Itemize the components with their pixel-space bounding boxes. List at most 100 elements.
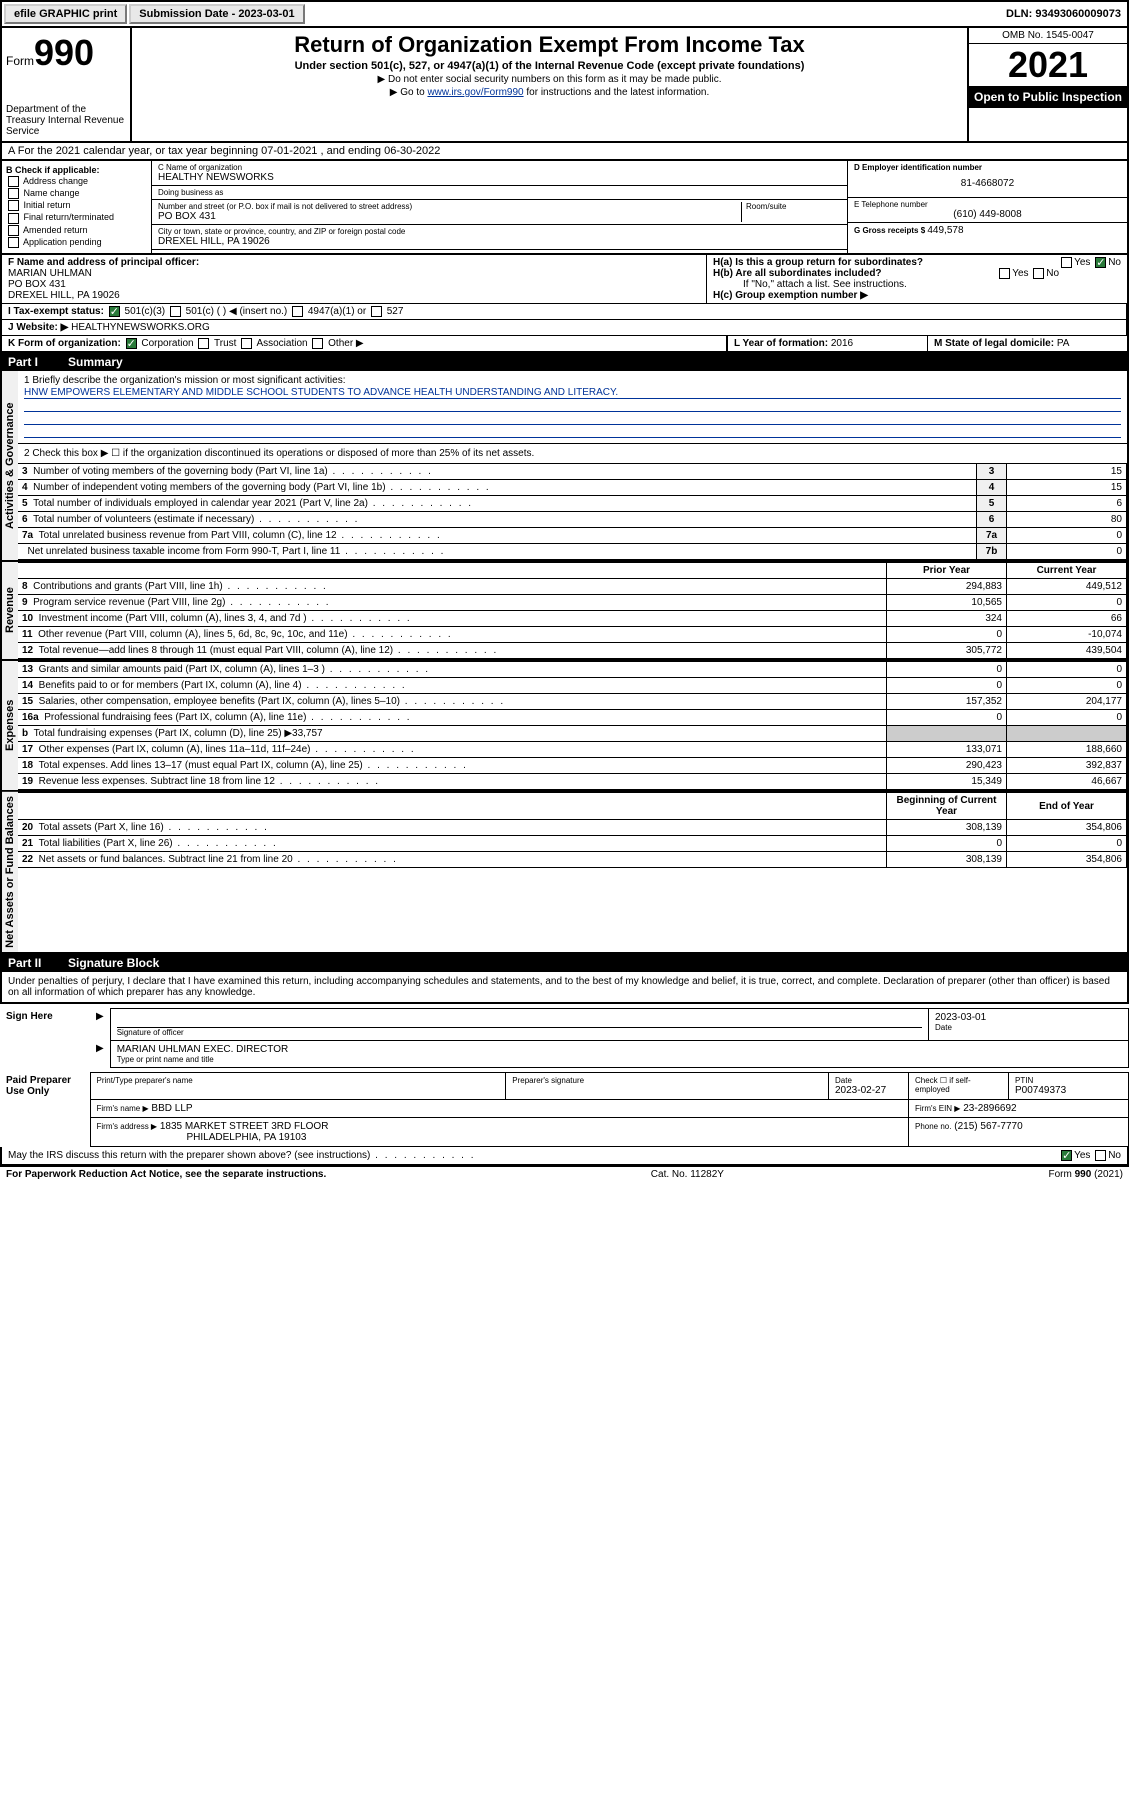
- may-irs-row: May the IRS discuss this return with the…: [0, 1147, 1129, 1166]
- firm-addr: 1835 MARKET STREET 3RD FLOOR: [160, 1121, 329, 1132]
- form-org-row: K Form of organization: Corporation Trus…: [2, 336, 727, 351]
- form-word: Form: [6, 54, 34, 68]
- footer: For Paperwork Reduction Act Notice, see …: [0, 1166, 1129, 1182]
- tax-year: 2021: [969, 44, 1127, 86]
- cb-corp[interactable]: [126, 338, 137, 349]
- paid-preparer-label: Paid Preparer Use Only: [0, 1072, 90, 1146]
- mission-text: HNW EMPOWERS ELEMENTARY AND MIDDLE SCHOO…: [24, 387, 1121, 399]
- col-b-checkboxes: B Check if applicable: Address change Na…: [2, 161, 152, 253]
- form-number: Form990: [6, 32, 126, 74]
- vlabel-expenses: Expenses: [2, 661, 18, 790]
- sig-officer-label: Signature of officer: [117, 1028, 922, 1037]
- sign-here-table: Sign Here ▶ Signature of officer 2023-03…: [0, 1008, 1129, 1068]
- officer-name: MARIAN UHLMAN: [8, 268, 700, 279]
- net-assets-table: Beginning of Current YearEnd of Year 20 …: [18, 792, 1127, 868]
- cb-assoc[interactable]: [241, 338, 252, 349]
- addr-value: PO BOX 431: [158, 211, 741, 222]
- cb-4947[interactable]: [292, 306, 303, 317]
- submission-date: Submission Date - 2023-03-01: [129, 4, 304, 24]
- addr-label: Number and street (or P.O. box if mail i…: [158, 202, 741, 211]
- cb-irs-no[interactable]: [1095, 1150, 1106, 1161]
- gross-label: G Gross receipts $: [854, 226, 927, 235]
- inst-link: ▶ Go to www.irs.gov/Form990 for instruct…: [136, 87, 963, 98]
- top-bar: efile GRAPHIC print Submission Date - 20…: [0, 0, 1129, 28]
- governance-table: 3 Number of voting members of the govern…: [18, 463, 1127, 560]
- room-label: Room/suite: [746, 202, 841, 211]
- firm-phone: (215) 567-7770: [954, 1121, 1022, 1132]
- efile-print-button[interactable]: efile GRAPHIC print: [4, 4, 127, 24]
- city-label: City or town, state or province, country…: [158, 227, 841, 236]
- footer-right: Form 990 (2021): [1049, 1169, 1123, 1180]
- form-990-num: 990: [34, 32, 94, 73]
- cb-amended[interactable]: Amended return: [6, 225, 147, 236]
- tel-value: (610) 449-8008: [854, 209, 1121, 220]
- sig-date: 2023-03-01: [935, 1012, 1122, 1023]
- cb-trust[interactable]: [198, 338, 209, 349]
- cb-app-pending[interactable]: Application pending: [6, 237, 147, 248]
- cb-final-return[interactable]: Final return/terminated: [6, 212, 147, 223]
- ein-value: 81-4668072: [854, 172, 1121, 195]
- h-a: H(a) Is this a group return for subordin…: [713, 257, 1121, 268]
- dln: DLN: 93493060009073: [1000, 6, 1127, 22]
- cb-501c3[interactable]: [109, 306, 120, 317]
- line-2: 2 Check this box ▶ ☐ if the organization…: [18, 444, 1127, 463]
- tax-exempt-row: I Tax-exempt status: 501(c)(3) 501(c) ( …: [2, 304, 1127, 319]
- org-name: HEALTHY NEWSWORKS: [158, 172, 841, 183]
- sig-name-label: Type or print name and title: [117, 1055, 1122, 1064]
- paid-preparer-table: Paid Preparer Use Only Print/Type prepar…: [0, 1072, 1129, 1147]
- sig-name: MARIAN UHLMAN EXEC. DIRECTOR: [117, 1044, 1122, 1055]
- expenses-table: 13 Grants and similar amounts paid (Part…: [18, 661, 1127, 790]
- prior-year-hdr: Prior Year: [887, 563, 1007, 579]
- footer-left: For Paperwork Reduction Act Notice, see …: [6, 1169, 326, 1180]
- main-info-block: B Check if applicable: Address change Na…: [0, 161, 1129, 255]
- current-year-hdr: Current Year: [1007, 563, 1127, 579]
- officer-label: F Name and address of principal officer:: [8, 257, 700, 268]
- cb-irs-yes[interactable]: [1061, 1150, 1072, 1161]
- officer-addr2: DREXEL HILL, PA 19026: [8, 290, 700, 301]
- city-value: DREXEL HILL, PA 19026: [158, 236, 841, 247]
- form-title: Return of Organization Exempt From Incom…: [136, 32, 963, 58]
- h-b: H(b) Are all subordinates included? Yes …: [713, 268, 1121, 279]
- part-1-header: Part ISummary: [0, 353, 1129, 371]
- irs-link[interactable]: www.irs.gov/Form990: [427, 87, 523, 98]
- firm-city: PHILADELPHIA, PA 19103: [97, 1132, 307, 1143]
- form-header: Form990 Department of the Treasury Inter…: [0, 28, 1129, 143]
- h-c: H(c) Group exemption number ▶: [713, 290, 1121, 301]
- firm-name: BBD LLP: [151, 1103, 192, 1114]
- col-b-header: B Check if applicable:: [6, 165, 147, 175]
- prep-self-emp: Check ☐ if self-employed: [915, 1076, 1002, 1094]
- ein-label: D Employer identification number: [854, 163, 1121, 172]
- year-formation: L Year of formation: 2016: [727, 336, 927, 351]
- cb-address-change[interactable]: Address change: [6, 176, 147, 187]
- inst-pre: ▶ Go to: [390, 87, 428, 98]
- prep-name-label: Print/Type preparer's name: [97, 1076, 500, 1085]
- dba-label: Doing business as: [158, 188, 841, 197]
- col-d-contact: D Employer identification number 81-4668…: [847, 161, 1127, 253]
- mission-label: 1 Briefly describe the organization's mi…: [24, 375, 1121, 386]
- beg-year-hdr: Beginning of Current Year: [887, 793, 1007, 820]
- sig-date-label: Date: [935, 1023, 1122, 1032]
- gross-value: 449,578: [927, 225, 963, 236]
- website-row: J Website: ▶ HEALTHYNEWSWORKS.ORG: [2, 320, 1127, 335]
- section-f-to-k: F Name and address of principal officer:…: [0, 255, 1129, 353]
- vlabel-revenue: Revenue: [2, 562, 18, 659]
- cb-name-change[interactable]: Name change: [6, 188, 147, 199]
- vlabel-governance: Activities & Governance: [2, 371, 18, 560]
- cb-527[interactable]: [371, 306, 382, 317]
- cb-initial-return[interactable]: Initial return: [6, 200, 147, 211]
- form-subtitle: Under section 501(c), 527, or 4947(a)(1)…: [136, 60, 963, 72]
- prep-date: 2023-02-27: [835, 1085, 902, 1096]
- signature-declaration: Under penalties of perjury, I declare th…: [0, 972, 1129, 1004]
- open-public: Open to Public Inspection: [969, 86, 1127, 108]
- col-c-org-info: C Name of organization HEALTHY NEWSWORKS…: [152, 161, 847, 253]
- row-a-tax-year: A For the 2021 calendar year, or tax yea…: [0, 143, 1129, 161]
- part-2-header: Part IISignature Block: [0, 954, 1129, 972]
- revenue-table: Prior YearCurrent Year 8 Contributions a…: [18, 562, 1127, 659]
- tel-label: E Telephone number: [854, 200, 1121, 209]
- cb-501c[interactable]: [170, 306, 181, 317]
- state-domicile: M State of legal domicile: PA: [927, 336, 1127, 351]
- org-name-label: C Name of organization: [158, 163, 841, 172]
- h-b-note: If "No," attach a list. See instructions…: [713, 279, 1121, 290]
- cb-other[interactable]: [312, 338, 323, 349]
- inst-post: for instructions and the latest informat…: [524, 87, 710, 98]
